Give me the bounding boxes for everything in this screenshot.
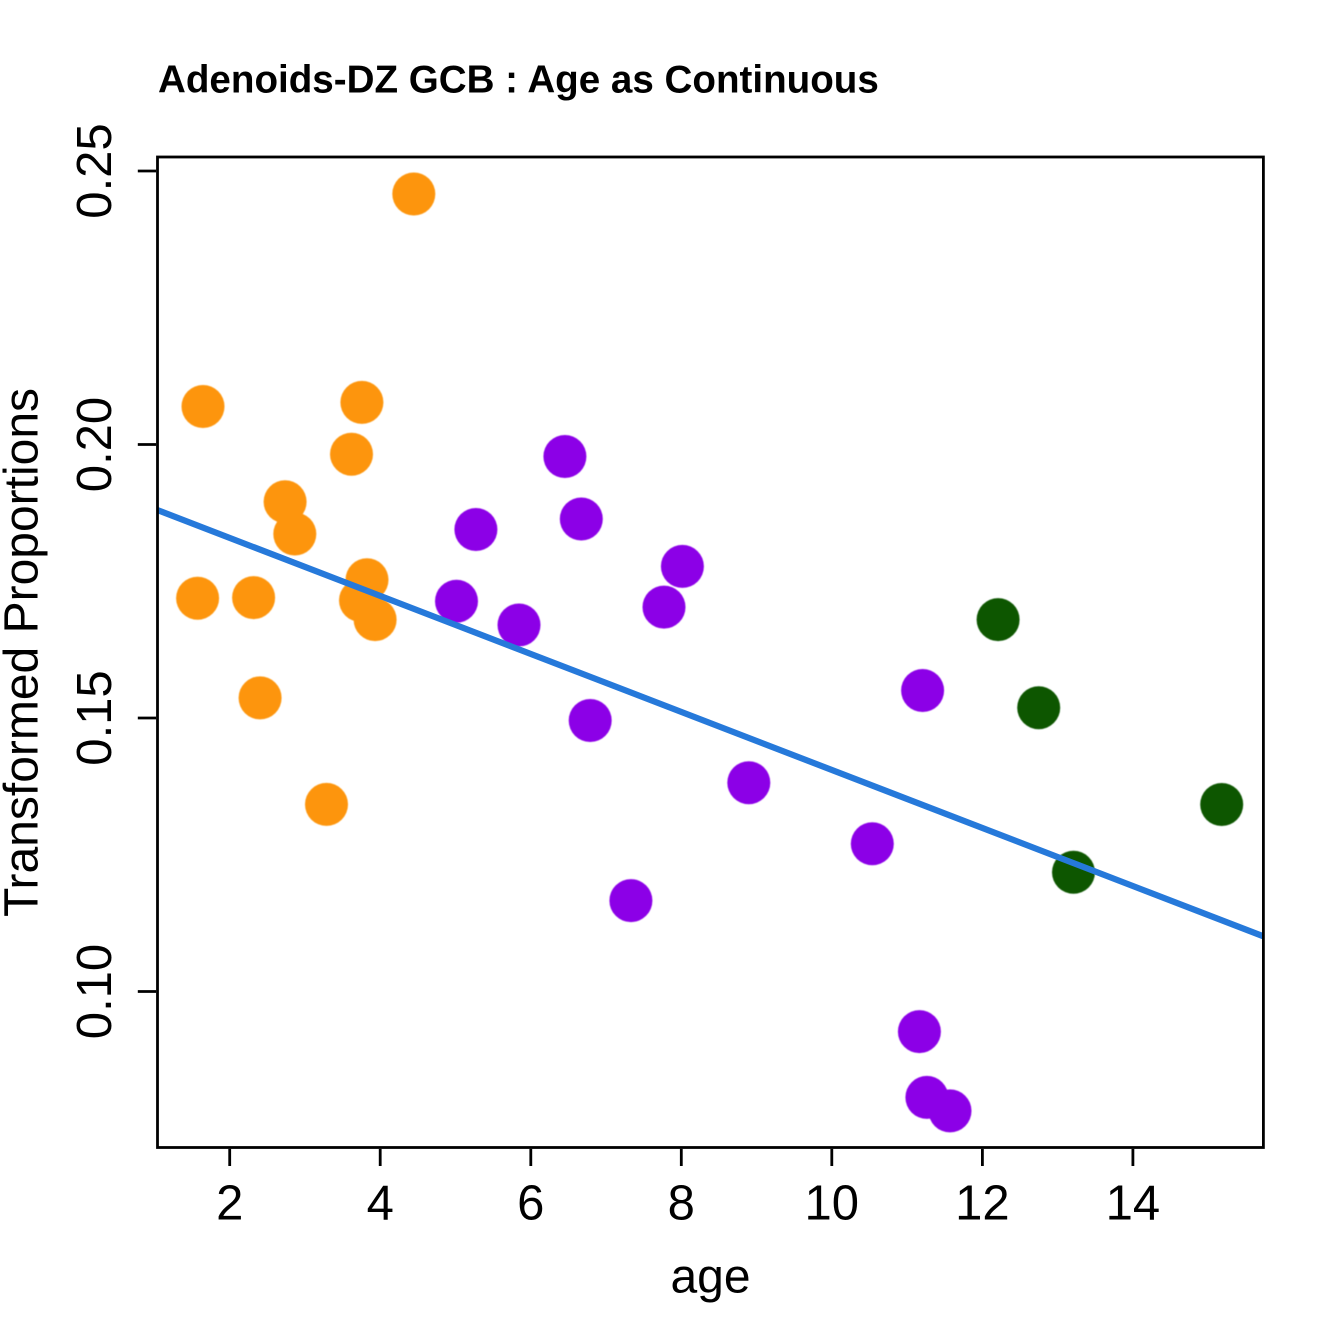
svg-text:2: 2 [216, 1177, 243, 1231]
svg-text:8: 8 [668, 1177, 695, 1231]
svg-text:Adenoids-DZ GCB : Age as Conti: Adenoids-DZ GCB : Age as Continuous [158, 59, 879, 102]
svg-text:Transformed Proportions: Transformed Proportions [0, 388, 49, 917]
svg-text:0.20: 0.20 [68, 397, 122, 492]
svg-text:6: 6 [517, 1177, 544, 1231]
svg-text:4: 4 [367, 1177, 394, 1231]
svg-text:0.15: 0.15 [68, 670, 122, 765]
svg-text:age: age [670, 1251, 750, 1304]
svg-text:10: 10 [805, 1177, 860, 1231]
svg-text:14: 14 [1106, 1177, 1161, 1231]
svg-text:0.10: 0.10 [68, 944, 122, 1039]
svg-text:0.25: 0.25 [68, 123, 122, 218]
svg-text:12: 12 [955, 1177, 1010, 1231]
